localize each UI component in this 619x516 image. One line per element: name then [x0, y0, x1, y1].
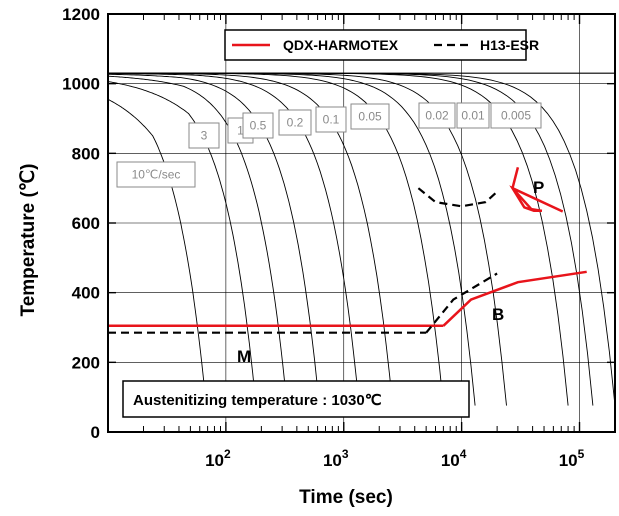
cooling-curve	[108, 73, 320, 406]
legend-label-h13: H13-ESR	[480, 37, 539, 53]
annotation-box	[122, 380, 470, 418]
x-axis-title: Time (sec)	[299, 487, 393, 508]
rate-label: 0.05	[358, 110, 382, 124]
line-h13-esr-pearlite	[417, 187, 498, 208]
rate-label-box	[490, 102, 542, 129]
cooling-curve	[107, 98, 207, 406]
axis-ticks: 0 200 400 600 800 1000 1200 102 103 104 105	[62, 5, 616, 470]
rate-label-box	[278, 109, 312, 136]
rate-label: 0.02	[425, 109, 449, 123]
line-qdx-harmotex-pearlite	[509, 166, 564, 213]
y-tick-label: 200	[72, 353, 100, 372]
y-tick-label: 400	[72, 284, 100, 303]
legend-label-qdx: QDX-HARMOTEX	[283, 37, 399, 53]
y-tick-label: 0	[91, 423, 100, 442]
y-tick-label: 1000	[62, 75, 100, 94]
rate-label: 0.1	[323, 113, 340, 127]
rate-label-box	[456, 102, 490, 129]
rate-label-box	[188, 122, 220, 149]
rate-label-box	[315, 106, 347, 133]
line-qdx-harmotex-bainite	[442, 270, 587, 327]
transformation-lines	[108, 166, 587, 334]
rate-label: 1	[237, 124, 244, 138]
rate-label-box	[350, 103, 390, 130]
x-tick-label: 102	[205, 447, 231, 470]
cooling-curve	[108, 73, 360, 406]
rate-label-box	[242, 112, 274, 139]
rate-label: 0.01	[461, 109, 485, 123]
region-label-p: P	[533, 178, 544, 197]
rate-label: 3	[201, 129, 208, 143]
region-label-m: M	[237, 347, 251, 366]
y-axis-title: Temperature (℃)	[18, 164, 39, 317]
rate-label: 0.5	[250, 119, 267, 133]
cooling-curve	[107, 81, 257, 406]
annotation-text: Austenitizing temperature : 1030℃	[133, 392, 382, 409]
cooling-curve	[108, 72, 444, 406]
rate-label-box	[418, 102, 456, 129]
line-h13-esr-bainite	[425, 272, 498, 334]
cooling-curves	[107, 72, 616, 406]
rate-label-box	[116, 161, 196, 188]
cooling-rate-labels: 10℃/sec 3 1 0.5 0.2 0.1 0.05 0.02 0.01 0.005	[116, 102, 542, 188]
region-label-b: B	[492, 305, 504, 324]
rate-label: 0.2	[287, 116, 304, 130]
annotation: Austenitizing temperature : 1030℃	[122, 380, 470, 418]
cooling-curve	[107, 75, 288, 406]
y-tick-label: 800	[72, 144, 100, 163]
legend: QDX-HARMOTEX H13-ESR	[224, 29, 539, 61]
x-tick-label: 104	[441, 447, 467, 470]
y-tick-label: 1200	[62, 5, 100, 24]
x-tick-label: 105	[559, 447, 585, 470]
y-tick-label: 600	[72, 214, 100, 233]
rate-label: 10℃/sec	[132, 168, 181, 182]
x-tick-label: 103	[323, 447, 349, 470]
legend-box	[224, 29, 527, 61]
rate-label: 0.005	[501, 109, 531, 123]
